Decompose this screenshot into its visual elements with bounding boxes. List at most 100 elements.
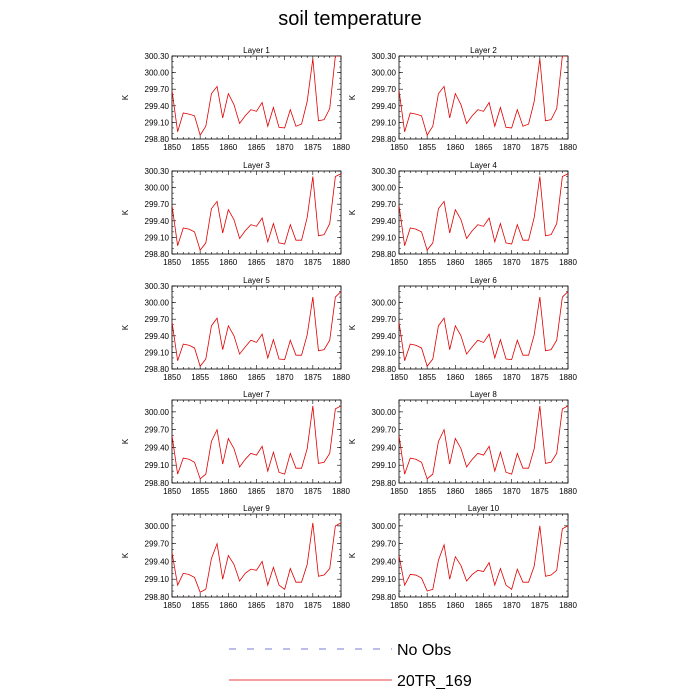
x-tick-label: 1855: [191, 258, 209, 267]
y-tick-label: 299.70: [145, 540, 170, 549]
x-tick-label: 1860: [219, 258, 237, 267]
y-tick-label: 299.40: [145, 332, 170, 341]
series-line-20TR_169: [399, 525, 568, 592]
panel-layer-9: 1850 1855 1860 1865 1870 1875 1880 298.80 299.10…: [121, 504, 350, 610]
y-tick-label: 299.40: [372, 102, 397, 111]
x-tick-label: 1870: [503, 143, 521, 152]
y-tick-label: 299.10: [145, 575, 170, 584]
y-tick-label: 299.70: [372, 315, 397, 324]
panel-title: Layer 4: [470, 161, 497, 170]
x-tick-label: 1850: [390, 487, 408, 496]
y-tick-label: 299.70: [145, 315, 170, 324]
y-tick-label: 298.80: [372, 593, 397, 602]
y-tick-label: 300.30: [145, 167, 170, 176]
panel-title: Layer 10: [468, 504, 500, 513]
y-tick-label: 298.80: [372, 250, 397, 259]
panel-title: Layer 6: [470, 276, 497, 285]
y-tick-label: 300.00: [372, 408, 397, 417]
series-line-20TR_169: [399, 56, 568, 137]
x-tick-label: 1875: [531, 373, 549, 382]
y-tick-label: 299.70: [372, 85, 397, 94]
y-axis-label: K: [121, 209, 130, 215]
x-tick-label: 1860: [446, 143, 464, 152]
y-tick-label: 299.40: [372, 443, 397, 452]
x-tick-label: 1860: [446, 373, 464, 382]
y-tick-label: 298.80: [372, 365, 397, 374]
x-tick-label: 1855: [418, 601, 436, 610]
y-tick-label: 299.10: [372, 461, 397, 470]
x-tick-label: 1865: [248, 601, 266, 610]
x-tick-label: 1865: [475, 143, 493, 152]
y-tick-label: 300.30: [372, 167, 397, 176]
y-tick-label: 299.70: [145, 200, 170, 209]
x-tick-label: 1865: [248, 487, 266, 496]
y-tick-label: 300.00: [372, 522, 397, 531]
y-tick-label: 300.30: [145, 282, 170, 291]
x-tick-label: 1875: [304, 143, 322, 152]
x-tick-label: 1870: [276, 143, 294, 152]
x-tick-label: 1875: [531, 143, 549, 152]
y-tick-label: 299.10: [145, 461, 170, 470]
y-tick-label: 299.10: [372, 118, 397, 127]
y-tick-label: 300.30: [145, 52, 170, 61]
x-tick-label: 1870: [503, 487, 521, 496]
y-axis-label: K: [121, 438, 130, 444]
panel-title: Layer 7: [243, 390, 270, 399]
y-axis-label: K: [348, 552, 357, 558]
x-tick-label: 1850: [390, 373, 408, 382]
x-tick-label: 1855: [418, 373, 436, 382]
series-line-20TR_169: [399, 405, 568, 480]
x-tick-label: 1850: [390, 601, 408, 610]
legend: No Obs 20TR_169: [229, 642, 472, 690]
panel-layer-2: 1850 1855 1860 1865 1870 1875 1880 298.80 299.10…: [348, 46, 577, 152]
x-tick-label: 1860: [219, 143, 237, 152]
series-line-20TR_169: [172, 405, 341, 480]
panel-layer-6: 1850 1855 1860 1865 1870 1875 1880 298.80 299.10…: [348, 276, 577, 382]
y-tick-label: 299.40: [145, 102, 170, 111]
x-tick-label: 1880: [559, 487, 577, 496]
panel-layer-8: 1850 1855 1860 1865 1870 1875 1880 298.80 299.10…: [348, 390, 577, 496]
x-tick-label: 1860: [446, 487, 464, 496]
series-line-20TR_169: [399, 291, 568, 368]
x-tick-label: 1870: [503, 373, 521, 382]
y-tick-label: 299.70: [372, 540, 397, 549]
x-tick-label: 1850: [163, 373, 181, 382]
x-tick-label: 1850: [163, 143, 181, 152]
chart-title: soil temperature: [278, 8, 422, 30]
legend-label-1: No Obs: [397, 642, 451, 659]
legend-label-2: 20TR_169: [397, 673, 472, 690]
panel-layer-5: 1850 1855 1860 1865 1870 1875 1880 298.80 299.10…: [121, 276, 350, 382]
y-axis-label: K: [348, 94, 357, 100]
x-tick-label: 1855: [418, 258, 436, 267]
x-tick-label: 1860: [446, 601, 464, 610]
x-tick-label: 1855: [191, 601, 209, 610]
y-tick-label: 300.00: [145, 184, 170, 193]
y-axis-label: K: [121, 324, 130, 330]
y-tick-label: 299.10: [372, 233, 397, 242]
panel-layer-10: 1850 1855 1860 1865 1870 1875 1880 298.80 299.10…: [348, 504, 577, 610]
x-tick-label: 1860: [219, 373, 237, 382]
panel-title: Layer 5: [243, 276, 270, 285]
x-tick-label: 1880: [332, 487, 350, 496]
series-line-20TR_169: [172, 291, 341, 368]
y-tick-label: 300.00: [145, 299, 170, 308]
panel-title: Layer 8: [470, 390, 497, 399]
series-line-20TR_169: [172, 56, 341, 137]
y-tick-label: 299.40: [145, 557, 170, 566]
panel-title: Layer 3: [243, 161, 270, 170]
x-tick-label: 1855: [418, 487, 436, 496]
y-tick-label: 298.80: [372, 135, 397, 144]
y-tick-label: 300.00: [145, 408, 170, 417]
x-tick-label: 1880: [559, 143, 577, 152]
y-tick-label: 298.80: [372, 479, 397, 488]
x-tick-label: 1880: [559, 258, 577, 267]
y-tick-label: 299.40: [145, 217, 170, 226]
x-tick-label: 1880: [559, 601, 577, 610]
y-tick-label: 299.40: [372, 557, 397, 566]
panel-layer-1: 1850 1855 1860 1865 1870 1875 1880 298.80 299.10…: [121, 46, 350, 152]
x-tick-label: 1880: [332, 258, 350, 267]
x-tick-label: 1850: [163, 258, 181, 267]
y-tick-label: 298.80: [145, 365, 170, 374]
x-tick-label: 1860: [446, 258, 464, 267]
x-tick-label: 1860: [219, 487, 237, 496]
